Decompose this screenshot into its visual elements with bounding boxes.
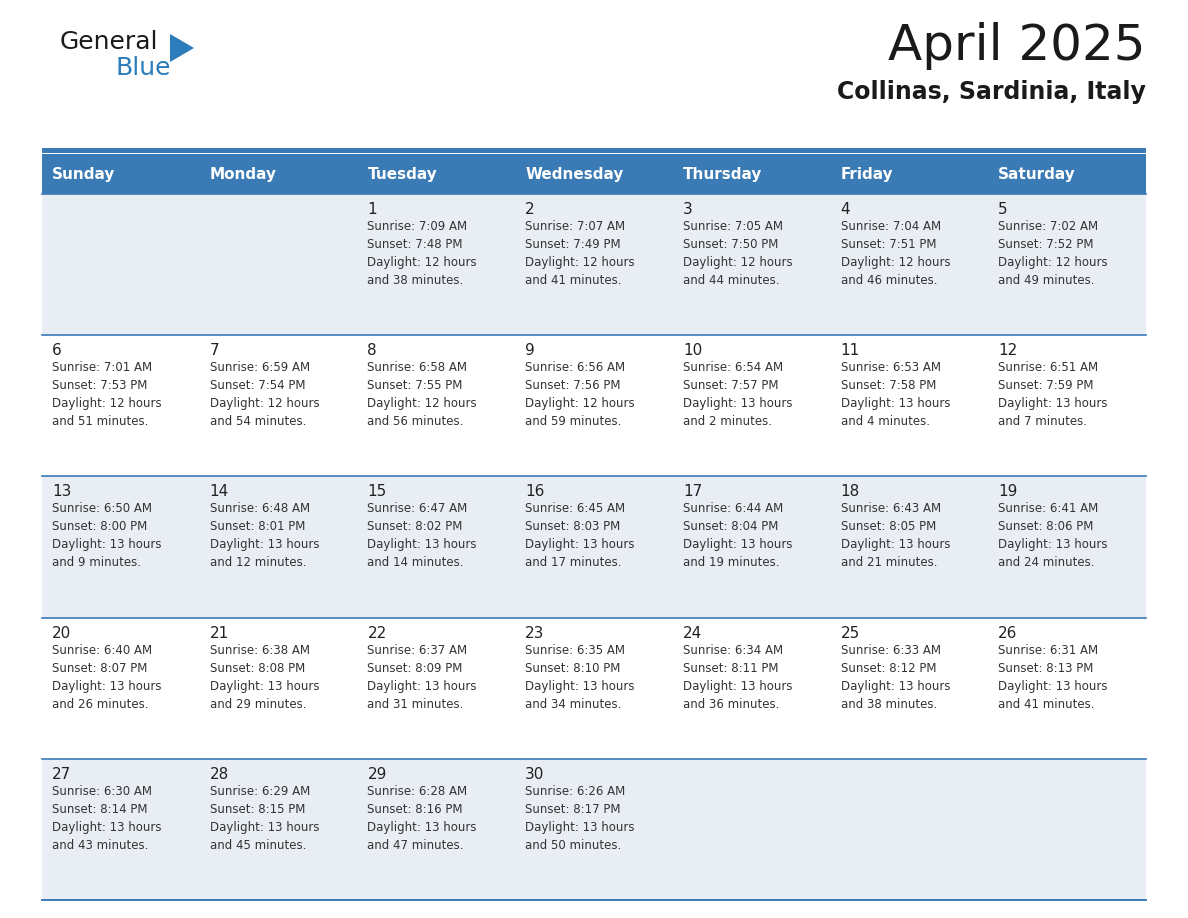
Text: Sunday: Sunday (52, 166, 115, 182)
Text: Sunrise: 7:01 AM
Sunset: 7:53 PM
Daylight: 12 hours
and 51 minutes.: Sunrise: 7:01 AM Sunset: 7:53 PM Dayligh… (52, 361, 162, 428)
Text: Blue: Blue (115, 56, 171, 80)
Text: Sunrise: 6:33 AM
Sunset: 8:12 PM
Daylight: 13 hours
and 38 minutes.: Sunrise: 6:33 AM Sunset: 8:12 PM Dayligh… (841, 644, 950, 711)
Text: Sunrise: 6:29 AM
Sunset: 8:15 PM
Daylight: 13 hours
and 45 minutes.: Sunrise: 6:29 AM Sunset: 8:15 PM Dayligh… (210, 785, 320, 852)
Text: Sunrise: 6:45 AM
Sunset: 8:03 PM
Daylight: 13 hours
and 17 minutes.: Sunrise: 6:45 AM Sunset: 8:03 PM Dayligh… (525, 502, 634, 569)
Text: 17: 17 (683, 485, 702, 499)
Text: Sunrise: 7:07 AM
Sunset: 7:49 PM
Daylight: 12 hours
and 41 minutes.: Sunrise: 7:07 AM Sunset: 7:49 PM Dayligh… (525, 220, 634, 287)
Text: Collinas, Sardinia, Italy: Collinas, Sardinia, Italy (838, 80, 1146, 104)
Text: 15: 15 (367, 485, 386, 499)
Text: Sunrise: 6:47 AM
Sunset: 8:02 PM
Daylight: 13 hours
and 14 minutes.: Sunrise: 6:47 AM Sunset: 8:02 PM Dayligh… (367, 502, 476, 569)
Text: Monday: Monday (210, 166, 277, 182)
Text: Sunrise: 6:50 AM
Sunset: 8:00 PM
Daylight: 13 hours
and 9 minutes.: Sunrise: 6:50 AM Sunset: 8:00 PM Dayligh… (52, 502, 162, 569)
Text: April 2025: April 2025 (889, 22, 1146, 70)
Text: Sunrise: 7:02 AM
Sunset: 7:52 PM
Daylight: 12 hours
and 49 minutes.: Sunrise: 7:02 AM Sunset: 7:52 PM Dayligh… (998, 220, 1108, 287)
Bar (42, 154, 1146, 194)
Text: Sunrise: 6:54 AM
Sunset: 7:57 PM
Daylight: 13 hours
and 2 minutes.: Sunrise: 6:54 AM Sunset: 7:57 PM Dayligh… (683, 361, 792, 428)
Text: 11: 11 (841, 343, 860, 358)
Text: 22: 22 (367, 625, 386, 641)
Text: Sunrise: 6:51 AM
Sunset: 7:59 PM
Daylight: 13 hours
and 7 minutes.: Sunrise: 6:51 AM Sunset: 7:59 PM Dayligh… (998, 361, 1107, 428)
Text: Sunrise: 6:40 AM
Sunset: 8:07 PM
Daylight: 13 hours
and 26 minutes.: Sunrise: 6:40 AM Sunset: 8:07 PM Dayligh… (52, 644, 162, 711)
Text: 19: 19 (998, 485, 1018, 499)
Text: Sunrise: 6:35 AM
Sunset: 8:10 PM
Daylight: 13 hours
and 34 minutes.: Sunrise: 6:35 AM Sunset: 8:10 PM Dayligh… (525, 644, 634, 711)
Text: 23: 23 (525, 625, 544, 641)
Text: Sunrise: 6:28 AM
Sunset: 8:16 PM
Daylight: 13 hours
and 47 minutes.: Sunrise: 6:28 AM Sunset: 8:16 PM Dayligh… (367, 785, 476, 852)
Bar (42, 335, 1146, 476)
Text: 16: 16 (525, 485, 544, 499)
Text: Sunrise: 6:31 AM
Sunset: 8:13 PM
Daylight: 13 hours
and 41 minutes.: Sunrise: 6:31 AM Sunset: 8:13 PM Dayligh… (998, 644, 1107, 711)
Text: 2: 2 (525, 202, 535, 217)
Text: Sunrise: 6:34 AM
Sunset: 8:11 PM
Daylight: 13 hours
and 36 minutes.: Sunrise: 6:34 AM Sunset: 8:11 PM Dayligh… (683, 644, 792, 711)
Text: Sunrise: 7:09 AM
Sunset: 7:48 PM
Daylight: 12 hours
and 38 minutes.: Sunrise: 7:09 AM Sunset: 7:48 PM Dayligh… (367, 220, 478, 287)
Text: 28: 28 (210, 767, 229, 782)
Text: General: General (61, 30, 158, 54)
Bar (42, 148, 1146, 153)
Text: Thursday: Thursday (683, 166, 763, 182)
Text: 18: 18 (841, 485, 860, 499)
Text: 9: 9 (525, 343, 535, 358)
Text: Sunrise: 6:43 AM
Sunset: 8:05 PM
Daylight: 13 hours
and 21 minutes.: Sunrise: 6:43 AM Sunset: 8:05 PM Dayligh… (841, 502, 950, 569)
Text: 29: 29 (367, 767, 387, 782)
Bar (42, 759, 1146, 900)
Text: Sunrise: 7:05 AM
Sunset: 7:50 PM
Daylight: 12 hours
and 44 minutes.: Sunrise: 7:05 AM Sunset: 7:50 PM Dayligh… (683, 220, 792, 287)
Bar (42, 618, 1146, 759)
Text: 5: 5 (998, 202, 1007, 217)
Text: 14: 14 (210, 485, 229, 499)
Text: Sunrise: 6:56 AM
Sunset: 7:56 PM
Daylight: 12 hours
and 59 minutes.: Sunrise: 6:56 AM Sunset: 7:56 PM Dayligh… (525, 361, 634, 428)
Text: Sunrise: 6:30 AM
Sunset: 8:14 PM
Daylight: 13 hours
and 43 minutes.: Sunrise: 6:30 AM Sunset: 8:14 PM Dayligh… (52, 785, 162, 852)
Text: 25: 25 (841, 625, 860, 641)
Text: 21: 21 (210, 625, 229, 641)
Text: Wednesday: Wednesday (525, 166, 624, 182)
Text: Sunrise: 6:58 AM
Sunset: 7:55 PM
Daylight: 12 hours
and 56 minutes.: Sunrise: 6:58 AM Sunset: 7:55 PM Dayligh… (367, 361, 478, 428)
Text: 13: 13 (52, 485, 71, 499)
Text: 20: 20 (52, 625, 71, 641)
Text: Friday: Friday (841, 166, 893, 182)
Text: 3: 3 (683, 202, 693, 217)
Text: 27: 27 (52, 767, 71, 782)
Text: Tuesday: Tuesday (367, 166, 437, 182)
Text: Sunrise: 6:53 AM
Sunset: 7:58 PM
Daylight: 13 hours
and 4 minutes.: Sunrise: 6:53 AM Sunset: 7:58 PM Dayligh… (841, 361, 950, 428)
Text: Sunrise: 6:44 AM
Sunset: 8:04 PM
Daylight: 13 hours
and 19 minutes.: Sunrise: 6:44 AM Sunset: 8:04 PM Dayligh… (683, 502, 792, 569)
Text: 8: 8 (367, 343, 377, 358)
Text: 30: 30 (525, 767, 544, 782)
Text: 7: 7 (210, 343, 220, 358)
Bar (42, 194, 1146, 335)
Text: Sunrise: 6:38 AM
Sunset: 8:08 PM
Daylight: 13 hours
and 29 minutes.: Sunrise: 6:38 AM Sunset: 8:08 PM Dayligh… (210, 644, 320, 711)
Text: 6: 6 (52, 343, 62, 358)
Text: 24: 24 (683, 625, 702, 641)
Text: Sunrise: 7:04 AM
Sunset: 7:51 PM
Daylight: 12 hours
and 46 minutes.: Sunrise: 7:04 AM Sunset: 7:51 PM Dayligh… (841, 220, 950, 287)
Text: Sunrise: 6:26 AM
Sunset: 8:17 PM
Daylight: 13 hours
and 50 minutes.: Sunrise: 6:26 AM Sunset: 8:17 PM Dayligh… (525, 785, 634, 852)
Text: 26: 26 (998, 625, 1018, 641)
Text: Sunrise: 6:37 AM
Sunset: 8:09 PM
Daylight: 13 hours
and 31 minutes.: Sunrise: 6:37 AM Sunset: 8:09 PM Dayligh… (367, 644, 476, 711)
Text: 12: 12 (998, 343, 1018, 358)
Text: 4: 4 (841, 202, 851, 217)
Text: Sunrise: 6:41 AM
Sunset: 8:06 PM
Daylight: 13 hours
and 24 minutes.: Sunrise: 6:41 AM Sunset: 8:06 PM Dayligh… (998, 502, 1107, 569)
Text: Saturday: Saturday (998, 166, 1076, 182)
Bar (42, 476, 1146, 618)
Text: 1: 1 (367, 202, 377, 217)
Polygon shape (170, 34, 194, 62)
Text: Sunrise: 6:59 AM
Sunset: 7:54 PM
Daylight: 12 hours
and 54 minutes.: Sunrise: 6:59 AM Sunset: 7:54 PM Dayligh… (210, 361, 320, 428)
Text: 10: 10 (683, 343, 702, 358)
Text: Sunrise: 6:48 AM
Sunset: 8:01 PM
Daylight: 13 hours
and 12 minutes.: Sunrise: 6:48 AM Sunset: 8:01 PM Dayligh… (210, 502, 320, 569)
